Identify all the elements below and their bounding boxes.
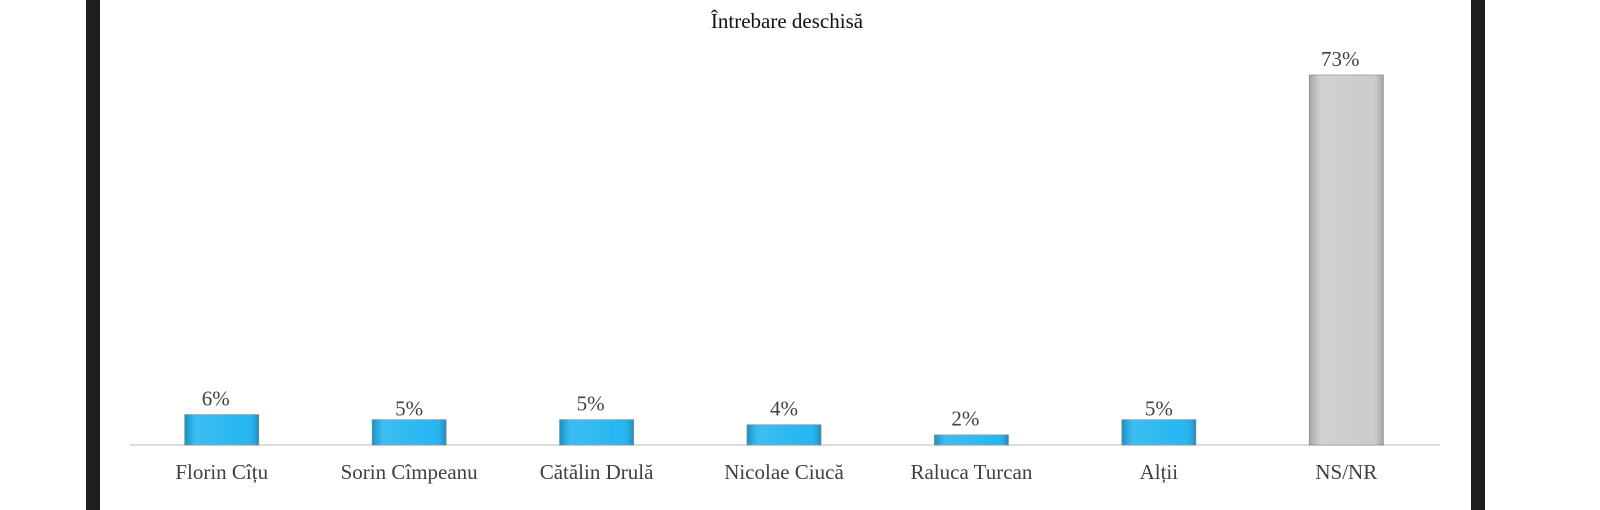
data-label: 4% [770, 397, 798, 421]
x-tick-label: Florin Cîțu [175, 460, 268, 484]
bar-shade [372, 419, 447, 445]
x-tick-label: NS/NR [1315, 460, 1377, 484]
data-label: 6% [202, 386, 230, 410]
x-tick-label: Nicolae Ciucă [724, 460, 844, 484]
bar-shade [747, 424, 821, 445]
data-label: 5% [1145, 396, 1173, 420]
x-tick-label: Cătălin Drulă [540, 460, 654, 484]
data-label: 2% [951, 407, 979, 431]
bar-shade [1121, 419, 1196, 445]
data-label: 5% [577, 391, 605, 415]
right-frame [1471, 0, 1485, 510]
bar-shade [559, 419, 634, 445]
left-frame [86, 0, 100, 510]
x-tick-label: Sorin Cîmpeanu [341, 460, 479, 484]
bar-shade [934, 434, 1009, 445]
data-label: 5% [395, 396, 423, 420]
bar-shade [184, 414, 259, 445]
bar-shade [1309, 75, 1384, 445]
x-tick-label: Raluca Turcan [910, 460, 1032, 484]
chart-title: Întrebare deschisă [711, 9, 864, 33]
x-tick-label: Alții [1140, 460, 1179, 484]
data-label: 73% [1321, 47, 1360, 71]
